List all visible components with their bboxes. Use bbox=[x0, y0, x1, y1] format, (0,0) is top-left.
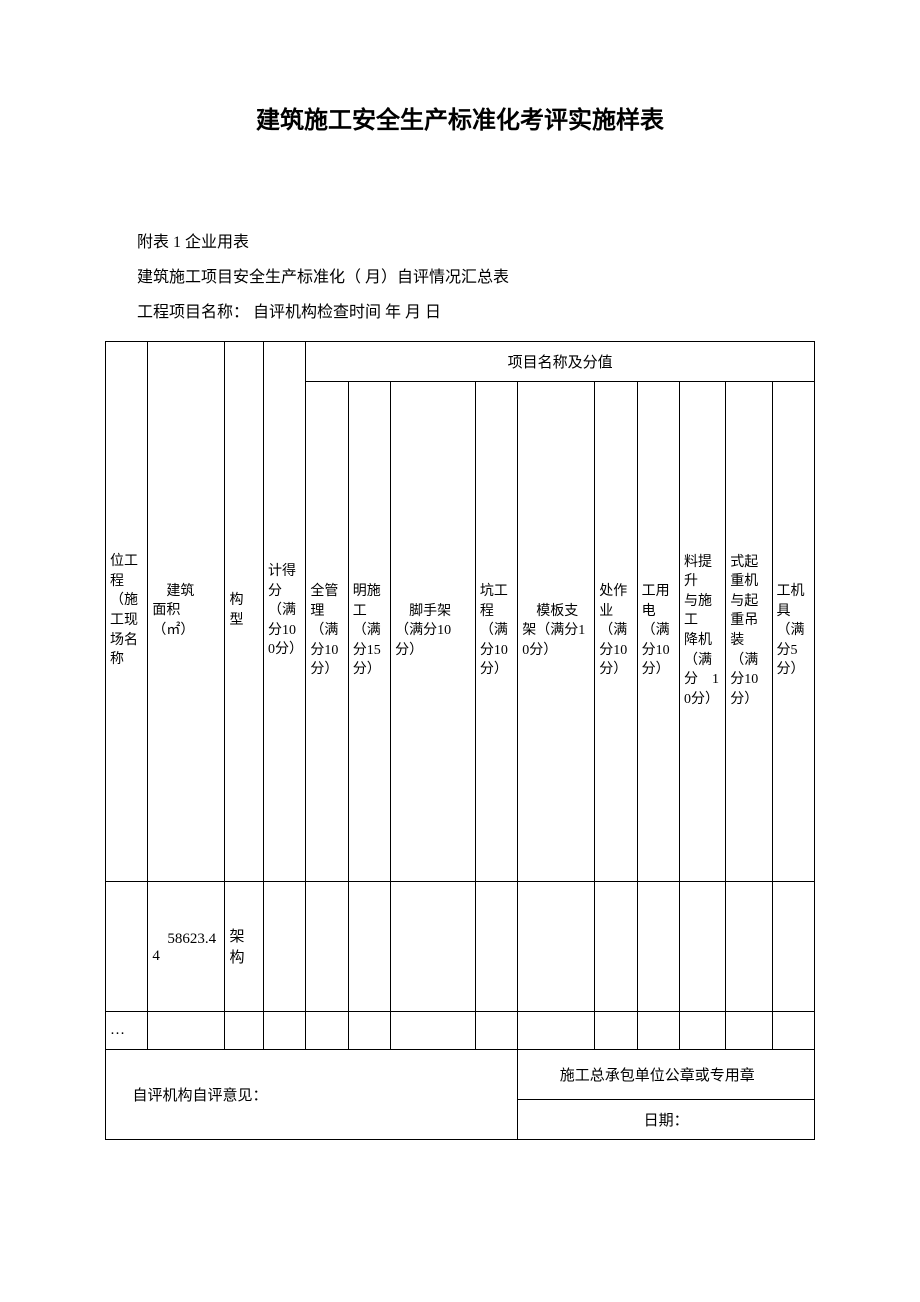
row1-c5 bbox=[306, 881, 348, 1011]
footer-right: 施工总承包单位公章或专用章 bbox=[518, 1049, 815, 1099]
date-cell: 日期： bbox=[518, 1099, 815, 1139]
row1-c7 bbox=[391, 881, 476, 1011]
header-c11: 工用电（满分10分） bbox=[637, 381, 679, 881]
row1-c11 bbox=[637, 881, 679, 1011]
dots-c13 bbox=[726, 1011, 772, 1049]
header-c12: 料提升 与施工 降机（满分 10分） bbox=[680, 381, 726, 881]
meta-line-3: 工程项目名称： 自评机构检查时间 年 月 日 bbox=[105, 295, 815, 330]
page-title: 建筑施工安全生产标准化考评实施样表 bbox=[105, 100, 815, 135]
header-c1: 位工程（施工现场名称 bbox=[106, 341, 148, 881]
dots-c6 bbox=[348, 1011, 390, 1049]
dots-c2 bbox=[148, 1011, 225, 1049]
dots-c5 bbox=[306, 1011, 348, 1049]
evaluation-table: 位工程（施工现场名称 建筑 面积 （㎡） 构 型 计得分（满分100分） 项目名… bbox=[105, 341, 815, 1140]
header-group: 项目名称及分值 bbox=[306, 341, 815, 381]
row1-c9 bbox=[518, 881, 595, 1011]
dots-c12 bbox=[680, 1011, 726, 1049]
meta-line-2: 建筑施工项目安全生产标准化（ 月）自评情况汇总表 bbox=[105, 260, 815, 295]
dots-c7 bbox=[391, 1011, 476, 1049]
dots-c3 bbox=[225, 1011, 264, 1049]
dots-c8 bbox=[475, 1011, 517, 1049]
row1-c1 bbox=[106, 881, 148, 1011]
dots-c4 bbox=[263, 1011, 305, 1049]
row1-c4 bbox=[263, 881, 305, 1011]
header-c5: 全管理（满分10分） bbox=[306, 381, 348, 881]
dots-c1: … bbox=[106, 1011, 148, 1049]
header-c2: 建筑 面积 （㎡） bbox=[148, 341, 225, 881]
row1-c12 bbox=[680, 881, 726, 1011]
header-c8: 坑工程（满分10分） bbox=[475, 381, 517, 881]
header-c7: 脚手架（满分10分） bbox=[391, 381, 476, 881]
header-c14: 工机具（满分5分） bbox=[772, 381, 814, 881]
dots-c10 bbox=[595, 1011, 637, 1049]
row1-c3: 架 构 bbox=[225, 881, 264, 1011]
row1-c8 bbox=[475, 881, 517, 1011]
row1-c10 bbox=[595, 881, 637, 1011]
header-c13: 式起重机与起重吊装（满分10分） bbox=[726, 381, 772, 881]
row1-c14 bbox=[772, 881, 814, 1011]
meta-line-1: 附表 1 企业用表 bbox=[105, 225, 815, 260]
row1-c2: 58623.44 bbox=[148, 881, 225, 1011]
header-c10: 处作业（满分10分） bbox=[595, 381, 637, 881]
dots-c9 bbox=[518, 1011, 595, 1049]
dots-c14 bbox=[772, 1011, 814, 1049]
footer-left: 自评机构自评意见： bbox=[106, 1049, 518, 1139]
header-c6: 明施工（满分15分） bbox=[348, 381, 390, 881]
header-c4: 计得分（满分100分） bbox=[263, 341, 305, 881]
dots-c11 bbox=[637, 1011, 679, 1049]
header-c3: 构 型 bbox=[225, 341, 264, 881]
header-c9: 模板支架（满分10分） bbox=[518, 381, 595, 881]
row1-c13 bbox=[726, 881, 772, 1011]
row1-c6 bbox=[348, 881, 390, 1011]
